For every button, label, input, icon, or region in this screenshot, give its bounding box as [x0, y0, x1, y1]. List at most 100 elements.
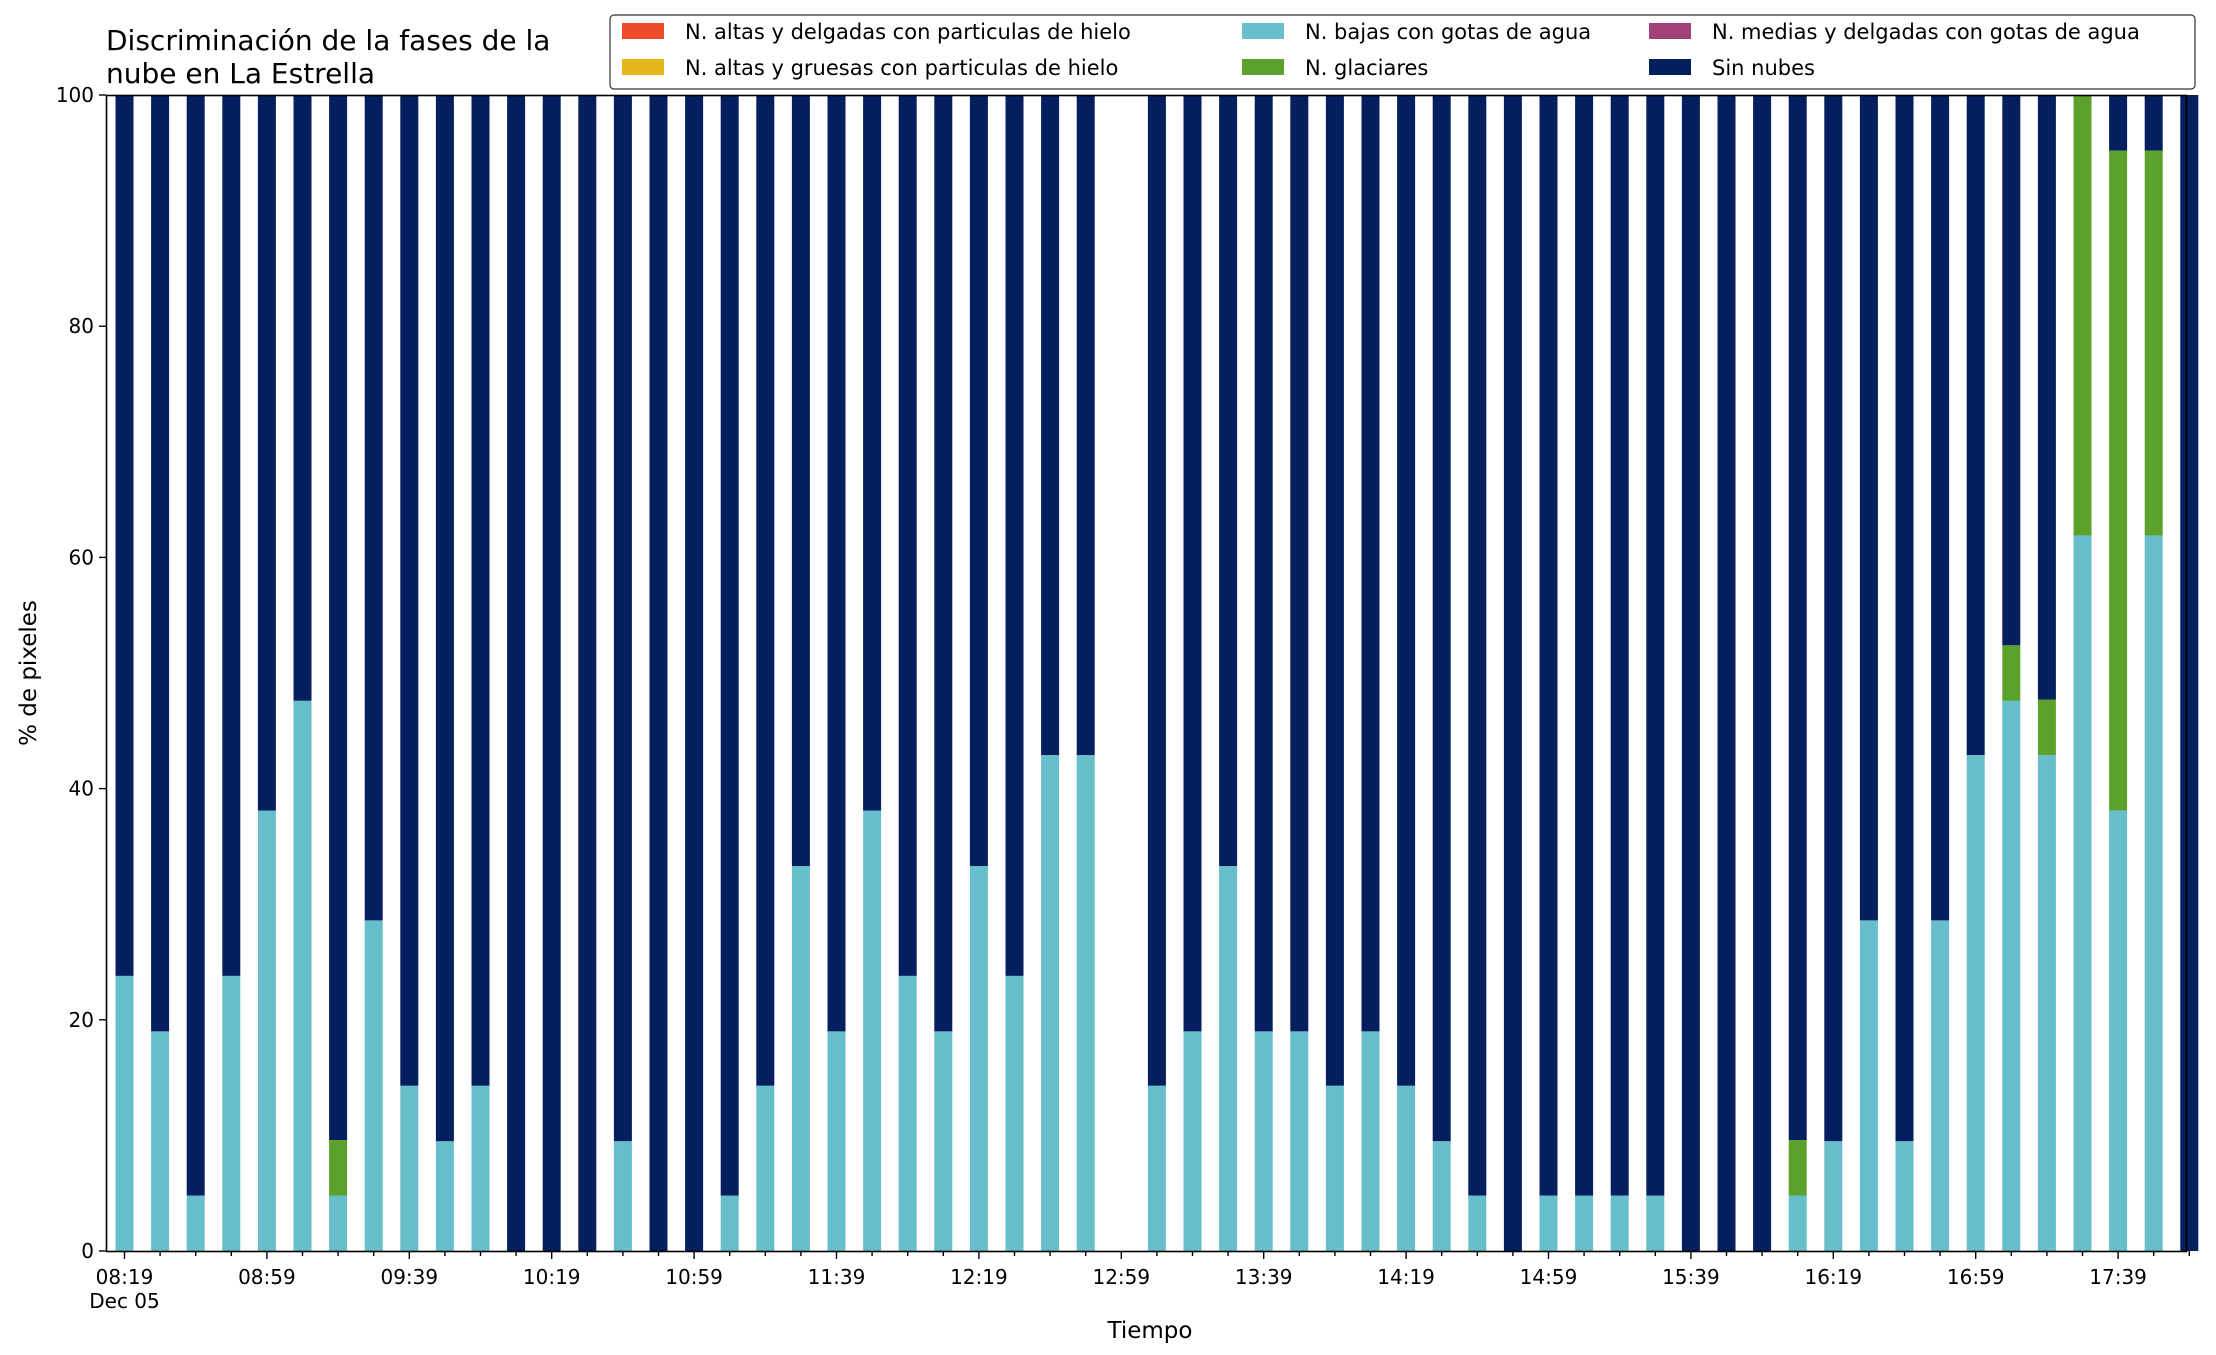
bar-segment-37-series-2 [1432, 1141, 1451, 1251]
bar-segment-26-series-5 [1041, 95, 1060, 756]
bar-segment-4-series-2 [257, 810, 276, 1251]
bar-segment-47-series-5 [1788, 95, 1807, 1141]
bar-segment-38-series-5 [1468, 95, 1487, 1196]
chart-title-line-2: nube en La Estrella [106, 57, 375, 90]
bar-segment-30-series-2 [1183, 1031, 1202, 1251]
bar-segment-25-series-2 [1005, 975, 1024, 1251]
bar-segment-58-series-5 [2180, 95, 2199, 1251]
y-tick-label: 20 [69, 1008, 94, 1032]
bar-segment-57-series-2 [2144, 535, 2163, 1251]
x-tick-label: 08:59 [238, 1265, 296, 1289]
bar-segment-18-series-2 [756, 1085, 775, 1251]
bar-segment-0-series-5 [115, 95, 134, 976]
legend-label: Sin nubes [1712, 56, 1815, 80]
x-tick-label: 12:19 [950, 1265, 1008, 1289]
bar-segment-49-series-5 [1859, 95, 1878, 921]
legend-label: N. bajas con gotas de agua [1305, 20, 1591, 44]
bar-segment-31-series-2 [1219, 866, 1238, 1251]
x-tick-label: 11:39 [808, 1265, 866, 1289]
bar-segment-49-series-2 [1859, 920, 1878, 1251]
y-tick-label: 80 [69, 314, 94, 338]
bar-segment-40-series-5 [1539, 95, 1558, 1196]
x-tick-label: 08:19 [96, 1265, 154, 1289]
bar-segment-35-series-5 [1361, 95, 1380, 1032]
bar-segment-29-series-2 [1147, 1085, 1166, 1251]
bar-segment-50-series-5 [1895, 95, 1914, 1142]
bar-segment-53-series-2 [2002, 700, 2021, 1251]
bar-segment-24-series-5 [969, 95, 988, 867]
x-tick-label: 17:39 [2089, 1265, 2147, 1289]
bar-segment-8-series-2 [400, 1085, 419, 1251]
bar-segment-5-series-2 [293, 700, 312, 1251]
bar-segment-20-series-2 [827, 1031, 846, 1251]
bar-segment-6-series-3 [329, 1140, 348, 1196]
bar-segment-41-series-5 [1575, 95, 1594, 1196]
bar-segment-27-series-5 [1076, 95, 1095, 756]
bar-segment-43-series-2 [1646, 1195, 1665, 1251]
x-tick-label: 12:59 [1092, 1265, 1150, 1289]
bar-segment-57-series-5 [2144, 95, 2163, 151]
chart-title-line-1: Discriminación de la fases de la [106, 24, 550, 57]
bar-segment-18-series-5 [756, 95, 775, 1086]
bar-segment-39-series-5 [1503, 95, 1522, 1251]
bar-segment-54-series-3 [2037, 699, 2056, 756]
bar-segment-20-series-5 [827, 95, 846, 1032]
legend-swatch [622, 23, 664, 39]
x-tick-label: 16:59 [1947, 1265, 2005, 1289]
plot-frame [105, 94, 2188, 1253]
x-axis-label: Tiempo [1107, 1318, 1193, 1344]
bar-segment-48-series-5 [1824, 95, 1843, 1142]
x-tick-label: 10:19 [523, 1265, 581, 1289]
bar-segment-54-series-5 [2037, 95, 2056, 700]
legend-label: N. altas y gruesas con particulas de hie… [685, 56, 1118, 80]
legend-swatch [1649, 23, 1691, 39]
legend-label: N. altas y delgadas con particulas de hi… [685, 20, 1131, 44]
bar-segment-19-series-5 [791, 95, 810, 867]
bar-segment-9-series-2 [435, 1141, 454, 1251]
bar-segment-45-series-5 [1717, 95, 1736, 1251]
bar-segment-54-series-2 [2037, 755, 2056, 1251]
bar-segment-2-series-5 [186, 95, 205, 1196]
bar-segment-37-series-5 [1432, 95, 1451, 1142]
bar-segment-55-series-3 [2073, 95, 2092, 536]
bar-segment-17-series-5 [720, 95, 739, 1196]
bar-segment-52-series-2 [1966, 755, 1985, 1251]
x-tick-label: 16:19 [1804, 1265, 1862, 1289]
bar-segment-55-series-2 [2073, 535, 2092, 1251]
bar-segment-41-series-2 [1575, 1195, 1594, 1251]
bar-segment-11-series-5 [507, 95, 526, 1251]
y-tick-label: 60 [69, 545, 94, 569]
bar-segment-24-series-2 [969, 866, 988, 1251]
x-tick-label: 15:39 [1662, 1265, 1720, 1289]
bar-segment-7-series-5 [364, 95, 383, 921]
bar-segment-40-series-2 [1539, 1195, 1558, 1251]
bar-segment-23-series-5 [934, 95, 953, 1032]
bar-segment-38-series-2 [1468, 1195, 1487, 1251]
bar-segment-1-series-2 [151, 1031, 170, 1251]
bar-segment-6-series-5 [329, 95, 348, 1141]
x-tick-label: 10:59 [665, 1265, 723, 1289]
bar-segment-8-series-5 [400, 95, 419, 1086]
x-tick-sublabel: Dec 05 [89, 1289, 160, 1313]
bar-segment-19-series-2 [791, 866, 810, 1251]
bar-segment-13-series-5 [578, 95, 597, 1251]
bar-segment-14-series-5 [613, 95, 632, 1142]
bar-segment-1-series-5 [151, 95, 170, 1032]
bar-segment-56-series-2 [2109, 810, 2128, 1251]
bar-segment-43-series-5 [1646, 95, 1665, 1196]
y-axis: 0 20 40 60 80 100 [56, 83, 106, 1263]
legend-swatch [1242, 59, 1284, 75]
bar-segment-42-series-5 [1610, 95, 1629, 1196]
bar-segment-2-series-2 [186, 1195, 205, 1251]
bar-segment-33-series-5 [1290, 95, 1309, 1032]
bar-segment-21-series-5 [863, 95, 882, 811]
bar-segment-26-series-2 [1041, 755, 1060, 1251]
x-tick-label: 14:19 [1377, 1265, 1435, 1289]
bar-segment-16-series-5 [685, 95, 704, 1251]
bar-segment-35-series-2 [1361, 1031, 1380, 1251]
x-tick-label: 14:59 [1520, 1265, 1578, 1289]
bar-segment-47-series-2 [1788, 1195, 1807, 1251]
bar-segment-15-series-5 [649, 95, 668, 1251]
bar-segment-31-series-5 [1219, 95, 1238, 867]
